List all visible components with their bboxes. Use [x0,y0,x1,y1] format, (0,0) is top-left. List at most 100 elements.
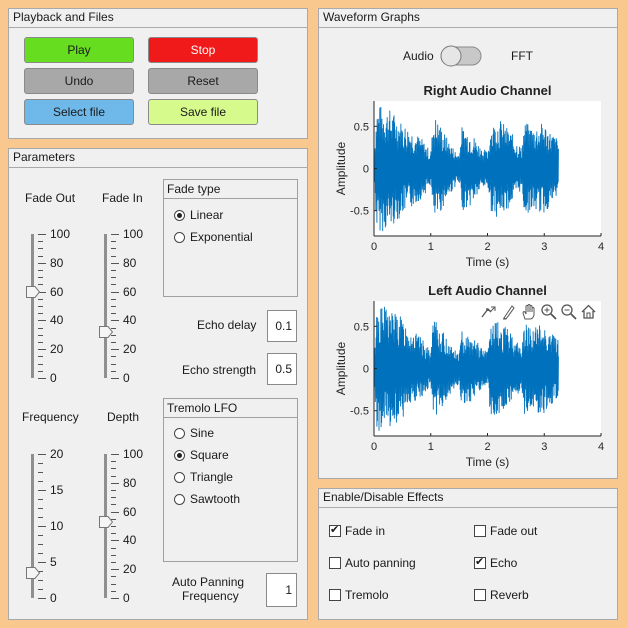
y-axis-label: Amplitude [334,342,348,396]
parameters-panel: Parameters Fade Out Fade In 100 80 60 40 20 0… [8,148,308,620]
minor-tick [38,342,43,343]
axes-toolbar [480,301,598,321]
tick-label: 10 [50,519,64,533]
brush-icon[interactable] [500,303,517,320]
minor-tick [111,284,116,286]
reset-button[interactable]: Reset [148,68,258,94]
radio-linear[interactable]: Linear [174,208,223,222]
major-tick [38,454,46,455]
checkbox-fade-in[interactable]: Fade in [329,523,385,538]
major-tick [111,569,119,571]
checkbox-reverb[interactable]: Reverb [474,588,529,602]
tick-label: 40 [123,313,137,328]
major-tick [111,511,119,513]
minor-tick [38,277,43,279]
chart-title: Left Audio Channel [428,283,547,298]
minor-tick [38,334,43,336]
radio-sawtooth[interactable]: Sawtooth [174,492,240,506]
undo-button[interactable]: Undo [24,68,134,94]
home-icon[interactable] [580,303,597,320]
zoom-out-icon[interactable] [560,303,577,320]
radio-sine[interactable]: Sine [174,426,214,440]
checkbox-echo[interactable]: Echo [474,555,517,570]
checkbox-auto-panning[interactable]: Auto panning [329,556,416,570]
audio-fft-switch[interactable] [439,44,483,68]
tick-label: 0 [123,371,130,385]
minor-tick [111,334,116,336]
radio-label: Triangle [190,470,233,484]
waveform-panel-title: Waveform Graphs [323,10,420,24]
minor-tick [111,497,116,499]
playback-panel: Playback and Files Play Stop Undo Reset … [8,8,308,139]
major-tick [111,349,119,351]
depth-slider[interactable]: 100 80 60 40 20 0 [99,447,159,605]
minor-tick [111,562,116,563]
checkbox-box [474,525,486,537]
x-tick-label: 1 [428,441,434,453]
slider-thumb[interactable] [26,566,40,579]
minor-tick [38,589,43,590]
major-tick [38,562,46,563]
major-tick [38,526,46,527]
fade-in-label: Fade In [102,191,143,205]
select-file-button[interactable]: Select file [24,99,134,125]
fade-in-slider[interactable]: 100 80 60 40 20 0 [99,227,159,385]
minor-tick [38,370,43,372]
tick-label: 0 [123,591,130,605]
tick-label: 20 [123,342,137,357]
minor-tick [38,298,43,300]
export-icon[interactable] [480,303,497,320]
major-tick [111,262,119,264]
play-button[interactable]: Play [24,37,134,63]
minor-tick [38,508,43,509]
x-tick-label: 2 [484,441,490,453]
fade-out-slider[interactable]: 100 80 60 40 20 0 [26,227,86,385]
major-tick [38,490,46,491]
radio-square[interactable]: Square [174,448,229,462]
minor-tick [111,576,116,578]
radio-exponential[interactable]: Exponential [174,230,253,244]
checkbox-fade-out[interactable]: Fade out [474,524,537,538]
checkbox-tremolo[interactable]: Tremolo [329,588,389,602]
radio-triangle[interactable]: Triangle [174,470,233,484]
frequency-slider[interactable]: 20 15 10 5 0 [26,447,86,605]
x-tick-label: 0 [371,441,377,453]
echo-strength-label: Echo strength [182,363,257,377]
y-tick-label: 0 [363,164,369,176]
checkbox-label: Fade out [490,524,538,538]
minor-tick [111,255,116,257]
depth-label: Depth [107,410,140,424]
slider-thumb[interactable] [99,515,113,528]
major-tick [111,378,119,379]
minor-tick [111,370,116,372]
y-axis-label: Amplitude [334,142,348,196]
tick-label: 60 [123,504,137,519]
radio-circle [174,231,185,243]
auto-panning-label-line1: Auto Panning [172,575,245,589]
save-file-button[interactable]: Save file [148,99,258,125]
slider-thumb[interactable] [99,325,113,338]
minor-tick [111,356,116,358]
minor-tick [38,580,43,581]
minor-tick [38,481,43,482]
panel-divider [319,507,617,508]
auto-panning-frequency-field[interactable]: 1 [266,573,297,607]
slider-track [104,234,107,378]
major-tick [38,378,46,379]
echo-strength-field[interactable]: 0.5 [267,353,297,385]
pan-hand-icon[interactable] [520,303,537,320]
x-tick-label: 0 [371,241,377,253]
minor-tick [111,526,116,527]
x-tick-label: 3 [541,441,547,453]
x-tick-label: 4 [598,441,604,453]
slider-thumb[interactable] [26,285,40,298]
tick-label: 20 [50,447,64,461]
minor-tick [38,270,43,271]
tick-label: 15 [50,483,64,497]
checkbox-box [329,557,341,569]
stop-button[interactable]: Stop [148,37,258,63]
major-tick [111,291,119,293]
fade-type-group: Fade type Linear Exponential [163,179,298,297]
zoom-in-icon[interactable] [540,303,557,320]
echo-delay-field[interactable]: 0.1 [267,310,297,342]
